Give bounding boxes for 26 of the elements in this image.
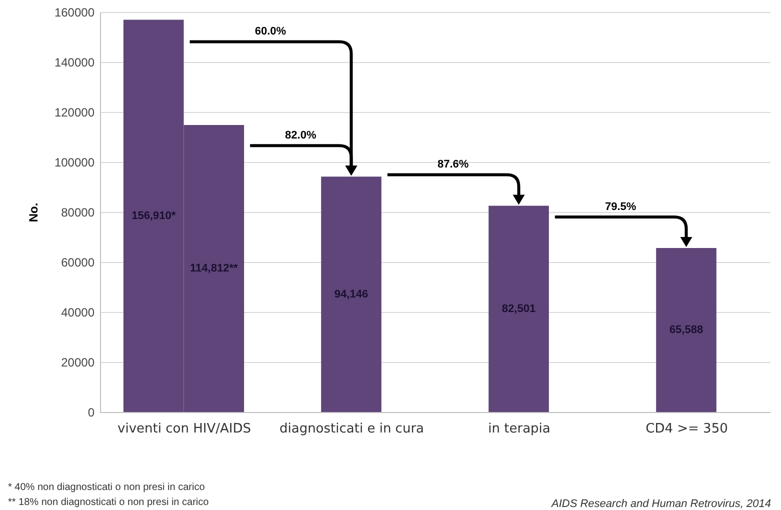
x-tick-label: CD4 >= 350 (646, 422, 728, 436)
y-tick-label: 120000 (54, 106, 95, 120)
y-tick-label: 140000 (54, 56, 95, 70)
y-tick-label: 100000 (54, 156, 95, 170)
text: AIDS Research and Human Retrovirus, 2014 (552, 498, 771, 510)
y-tick-label: 60000 (61, 256, 95, 270)
data-label: 65,588 (669, 324, 704, 336)
data-label: 94,146 (334, 288, 368, 300)
text: ** 18% non diagnosticati o non presi in carico (8, 496, 209, 510)
data-label: 156,910* (132, 210, 176, 222)
y-axis-title: No. (26, 202, 40, 222)
data-label: 82,501 (502, 302, 536, 315)
annotation: 82.0% (285, 130, 316, 142)
y-tick-label: 80000 (61, 206, 95, 220)
x-tick-label: viventi con HIV/AIDS (118, 422, 251, 436)
annotation: 60.0% (254, 26, 286, 38)
data-label: 114,812** (190, 262, 238, 274)
annotation: 79.5% (604, 201, 636, 214)
text: * 40% non diagnosticati o non presi in carico (8, 481, 206, 495)
y-tick-label: 160000 (54, 6, 95, 20)
x-tick-label: diagnosticati e in cura (279, 422, 424, 436)
x-tick-label: in terapia (488, 422, 550, 436)
annotation: 87.6% (437, 158, 469, 171)
y-tick-label: 0 (88, 406, 95, 420)
y-tick-label: 20000 (61, 356, 95, 370)
y-tick-label: 40000 (61, 306, 95, 320)
